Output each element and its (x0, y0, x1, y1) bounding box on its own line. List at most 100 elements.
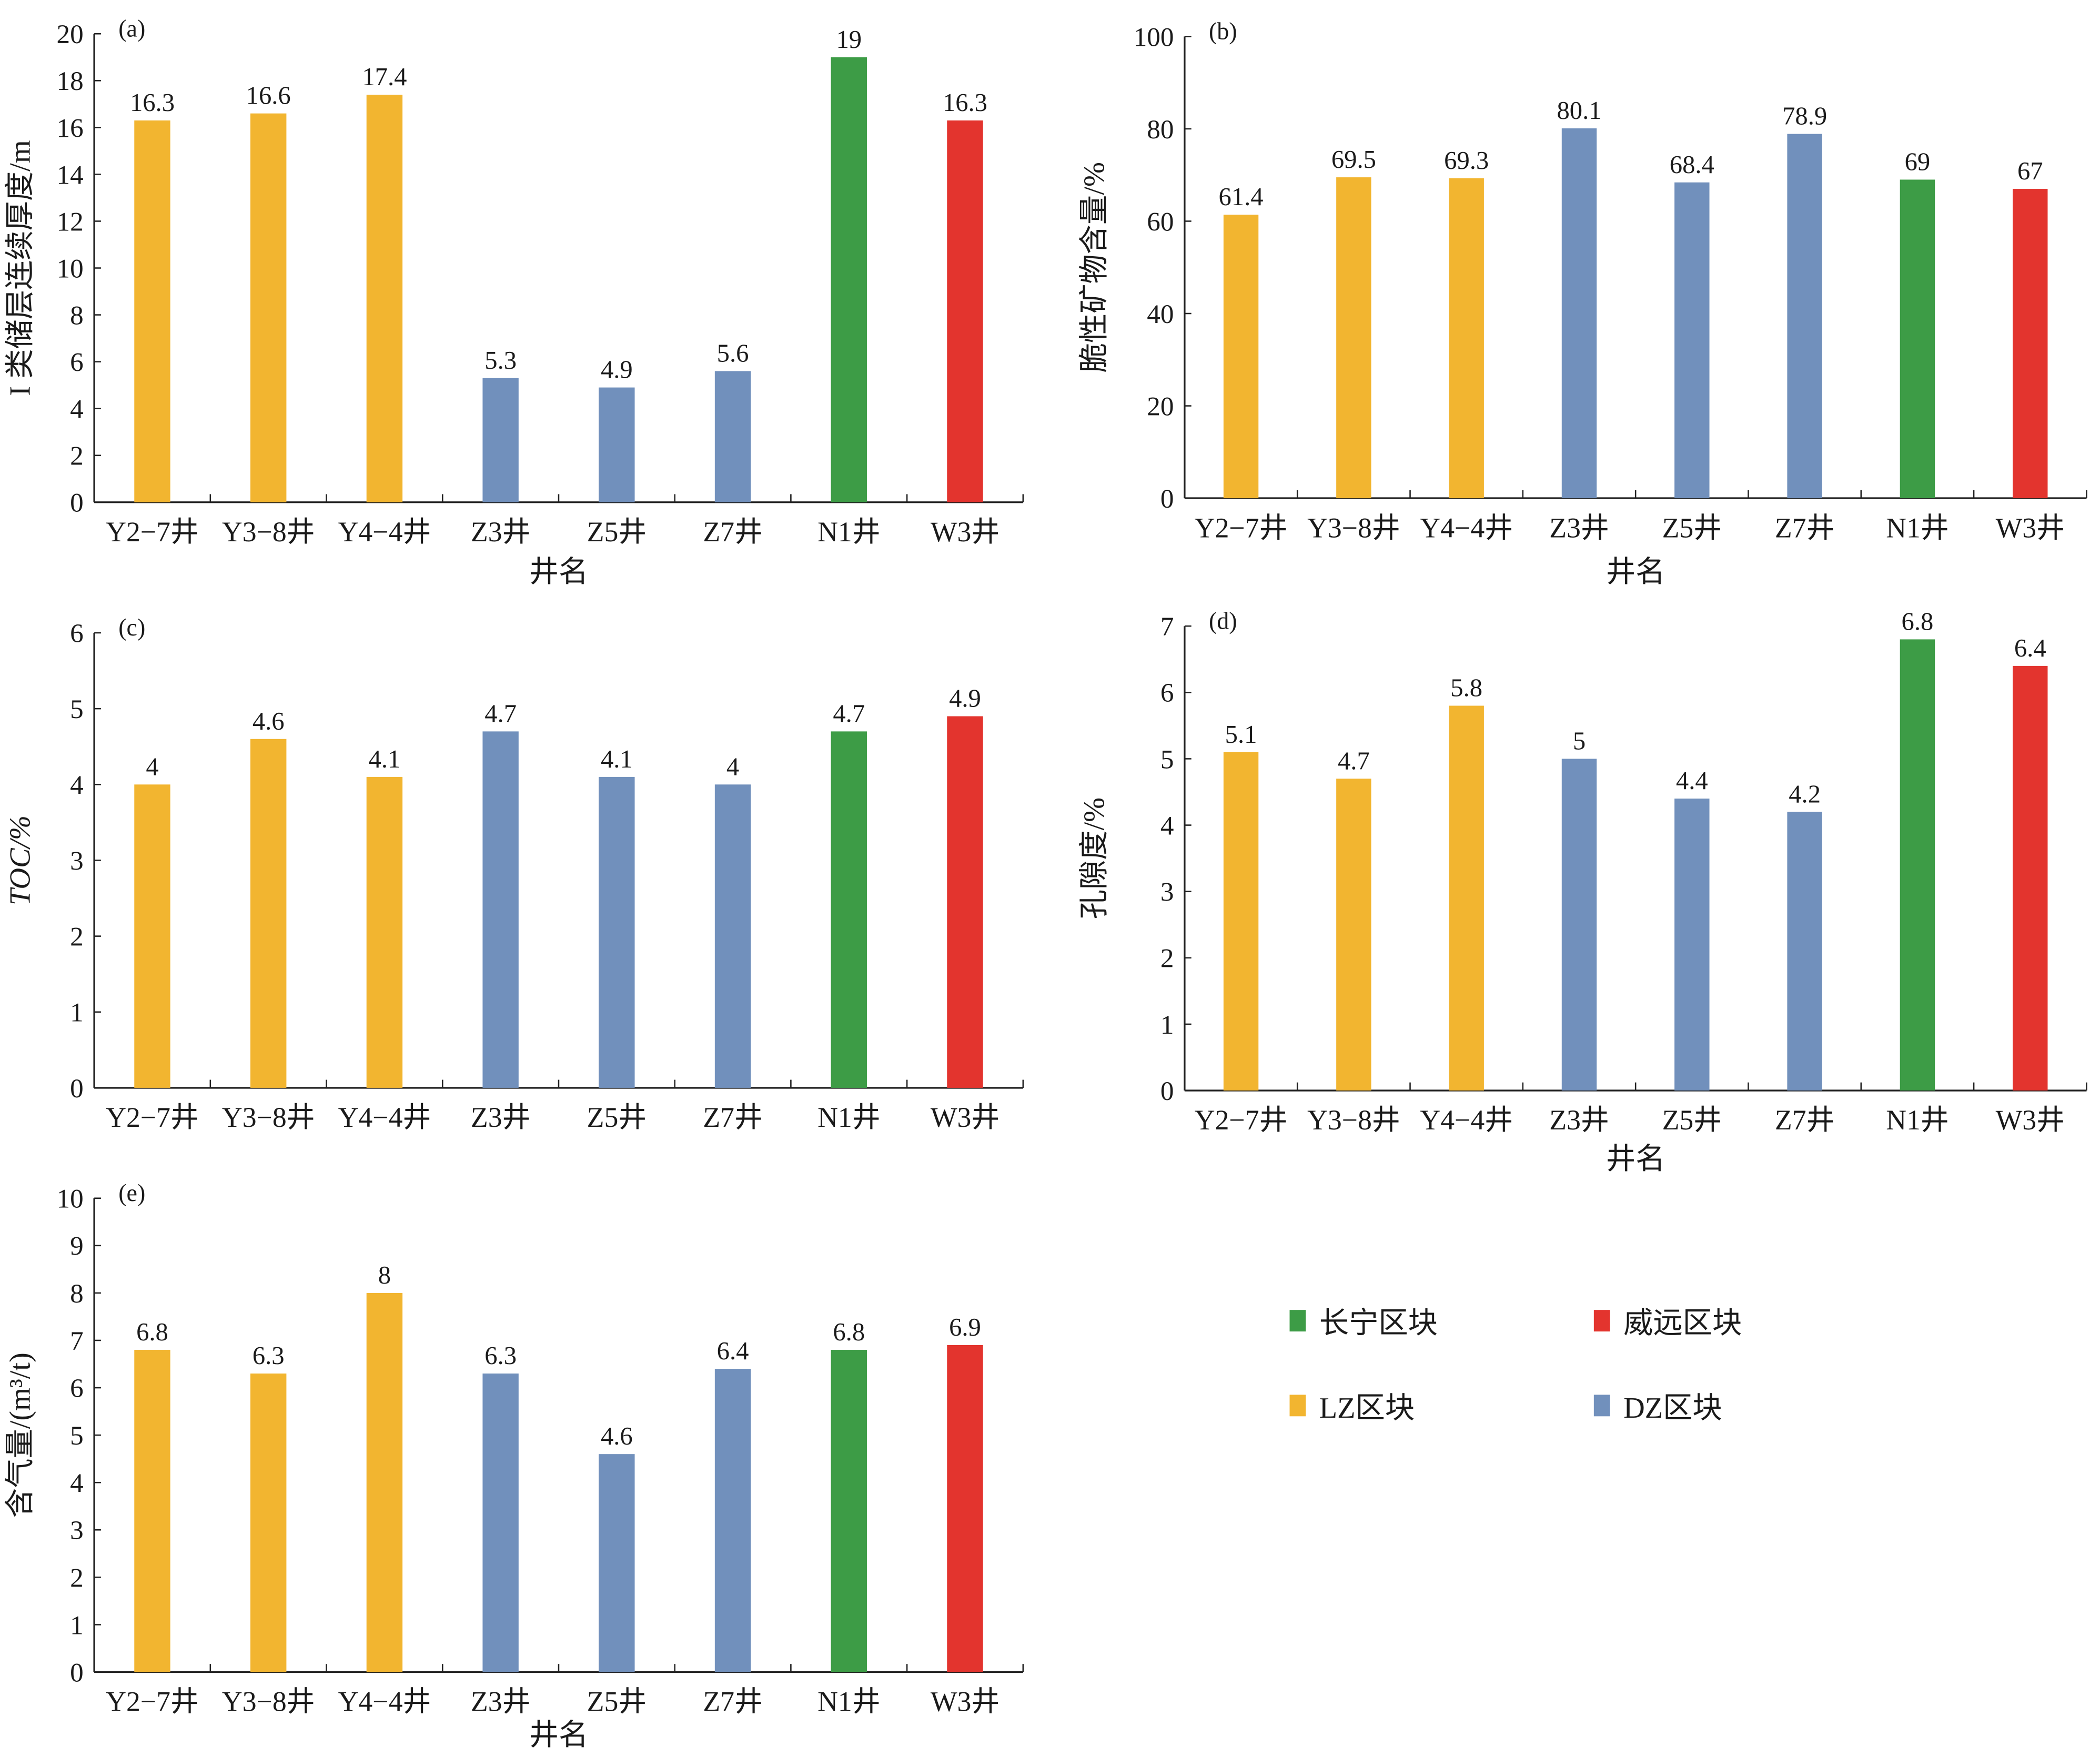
legend-label: DZ区块 (1623, 1392, 1722, 1425)
legend-item: LZ区块 (1289, 1392, 1415, 1425)
x-axis-label: 井名 (529, 556, 589, 589)
data-label: 5.3 (484, 346, 517, 375)
y-tick-label: 2 (70, 441, 84, 471)
y-tick-label: 0 (70, 488, 84, 518)
bar-W3井 (2013, 665, 2048, 1091)
bar-Y4−4井 (366, 1292, 403, 1672)
x-tick-label: N1井 (1886, 1104, 1948, 1136)
y-axis-label: 孔隙度/% (1078, 797, 1110, 919)
data-label: 67 (2017, 157, 2043, 185)
y-tick-label: 16 (57, 113, 84, 143)
bar-Z7井 (1787, 134, 1822, 499)
x-tick-label: W3井 (931, 516, 999, 548)
chart-panel-c: 0 1 2 3 4 5 6 4 Y2−7井 4.6 Y3−8井 4.1 Y4−4井 4.7 Z3井 4.1 Z5… (4, 614, 1024, 1133)
x-tick-label: W3井 (1996, 1104, 2065, 1136)
x-axis-label: 井名 (529, 1719, 589, 1752)
data-label: 19 (836, 25, 862, 54)
y-tick-label: 0 (1160, 484, 1174, 514)
data-label: 6.3 (253, 1341, 285, 1370)
y-tick-label: 18 (57, 66, 84, 96)
y-tick-label: 0 (70, 1074, 84, 1104)
bar-Y2−7井 (1223, 752, 1259, 1091)
bar-W3井 (947, 1345, 983, 1672)
bar-Z7井 (1787, 812, 1822, 1091)
legend-swatch (1593, 1310, 1610, 1332)
chart-panel-b: 0 20 40 60 80 100 61.4 Y2−7井 69.5 Y3−8井 69.3 Y4−4井 8… (1078, 17, 2087, 589)
bar-W3井 (2013, 189, 2048, 499)
y-tick-label: 4 (70, 1468, 84, 1498)
x-tick-label: Y4−4井 (338, 1686, 431, 1718)
panel-label: (e) (118, 1179, 145, 1206)
data-label: 4.2 (1789, 780, 1821, 808)
legend-swatch (1593, 1395, 1610, 1417)
x-tick-label: Z5井 (1662, 1104, 1722, 1136)
y-tick-label: 2 (70, 1563, 84, 1593)
bar-Z7井 (714, 371, 751, 502)
y-tick-label: 6 (70, 348, 84, 378)
y-tick-label: 40 (1147, 299, 1174, 329)
y-tick-label: 5 (70, 1421, 84, 1451)
data-label: 80.1 (1557, 96, 1601, 125)
y-axis-label: I 类储层连续厚度/m (4, 140, 36, 396)
y-tick-label: 14 (57, 160, 84, 190)
data-label: 4 (726, 752, 739, 781)
y-tick-label: 12 (57, 207, 84, 237)
bar-N1井 (831, 731, 867, 1088)
panel-label: (b) (1209, 17, 1237, 44)
y-tick-label: 6 (70, 619, 84, 649)
data-label: 6.8 (1902, 608, 1934, 636)
bar-Z3井 (482, 731, 519, 1088)
y-tick-label: 4 (1160, 811, 1174, 841)
x-tick-label: Z5井 (1662, 512, 1722, 543)
bar-Y3−8井 (250, 1374, 287, 1672)
data-label: 4.7 (833, 699, 865, 728)
chart-panel-a: 0 2 4 6 8 10 12 14 16 18 20 16.3 Y2−7井 16.6 Y3−8井 17.4 Y… (4, 15, 1024, 589)
y-tick-label: 10 (57, 1184, 84, 1214)
x-tick-label: Y2−7井 (106, 516, 199, 548)
data-label: 5.8 (1450, 674, 1482, 702)
x-tick-label: Y3−8井 (222, 1686, 315, 1718)
data-label: 6.8 (136, 1318, 168, 1346)
data-label: 4.1 (369, 745, 401, 773)
bar-N1井 (831, 1349, 867, 1672)
y-tick-label: 60 (1147, 207, 1174, 237)
data-label: 4.7 (484, 699, 517, 728)
bar-Y3−8井 (1336, 779, 1371, 1091)
bar-Z7井 (714, 1369, 751, 1672)
data-label: 4 (146, 752, 158, 781)
bar-Y4−4井 (1449, 705, 1484, 1091)
data-label: 4.1 (601, 745, 633, 773)
data-label: 68.4 (1670, 150, 1714, 179)
x-tick-label: W3井 (931, 1102, 999, 1133)
y-tick-label: 8 (70, 300, 84, 330)
x-tick-label: Y3−8井 (1307, 1104, 1400, 1136)
x-tick-label: Y3−8井 (222, 516, 315, 548)
data-label: 4.4 (1676, 766, 1708, 795)
bar-Y2−7井 (134, 120, 170, 502)
data-label: 4.9 (949, 684, 981, 713)
x-tick-label: Z3井 (1549, 1104, 1609, 1136)
y-tick-label: 3 (70, 1516, 84, 1546)
x-axis-label: 井名 (1606, 1143, 1665, 1175)
bar-W3井 (947, 120, 983, 502)
y-tick-label: 6 (1160, 678, 1174, 708)
y-tick-label: 1 (1160, 1010, 1174, 1040)
data-label: 4.6 (253, 707, 285, 735)
bar-Y2−7井 (1223, 215, 1259, 499)
y-tick-label: 80 (1147, 115, 1174, 145)
y-tick-label: 7 (70, 1326, 84, 1356)
legend-label: 威远区块 (1623, 1307, 1742, 1340)
x-tick-label: Y2−7井 (1195, 1104, 1288, 1136)
y-tick-label: 1 (70, 1610, 84, 1640)
bar-N1井 (1900, 179, 1935, 499)
data-label: 8 (378, 1261, 391, 1289)
x-tick-label: W3井 (1996, 512, 2065, 543)
bar-Y3−8井 (250, 113, 287, 502)
y-axis-label: 脆性矿物含量/% (1078, 162, 1110, 372)
data-label: 4.7 (1338, 746, 1370, 775)
x-tick-label: Z7井 (703, 516, 762, 548)
y-tick-label: 7 (1160, 612, 1174, 642)
x-tick-label: W3井 (931, 1686, 999, 1718)
chart-panel-d: 0 1 2 3 4 5 6 7 5.1 Y2−7井 4.7 Y3−8井 5.8 Y4−4井 5 Z3井 4.4 Z… (1078, 607, 2087, 1175)
bar-Z3井 (482, 1374, 519, 1672)
